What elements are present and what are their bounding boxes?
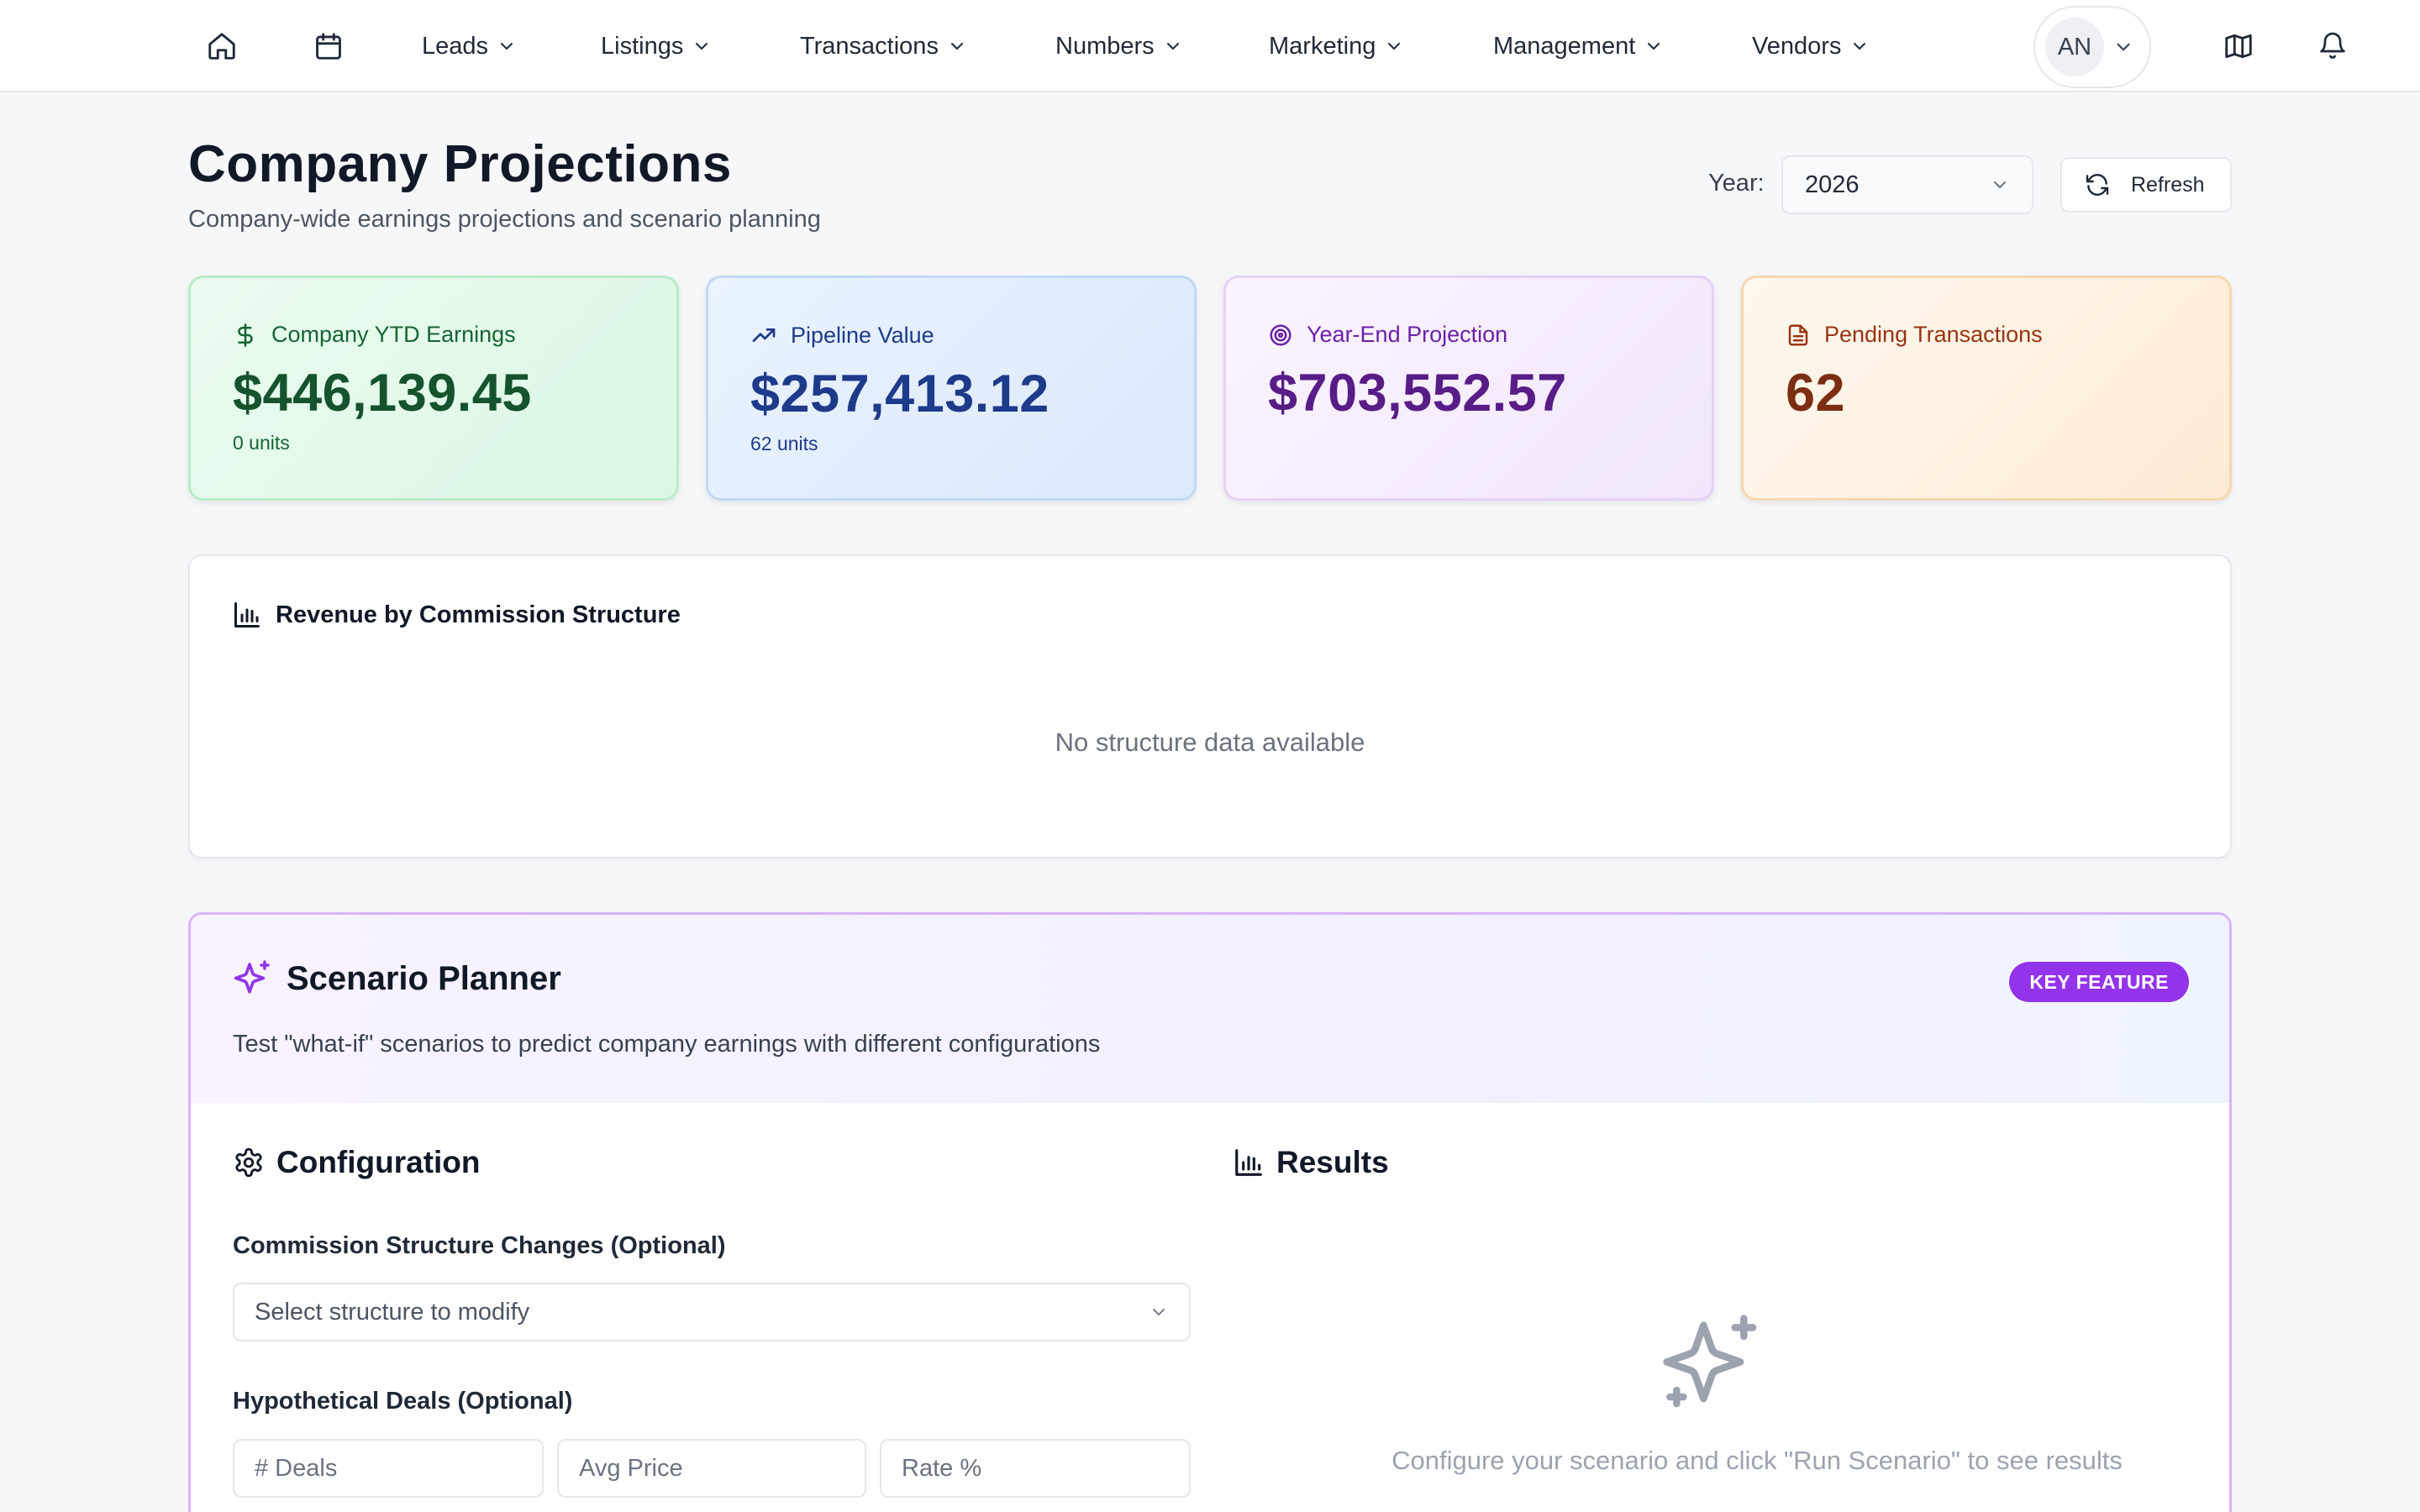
year-label: Year: [1708,170,1765,197]
chevron-down-icon [692,36,712,56]
nav-menu-label: Marketing [1269,32,1376,60]
chevron-down-icon [947,36,967,56]
stat-label: Company YTD Earnings [271,322,516,347]
results-empty-text: Configure your scenario and click "Run S… [1392,1446,2123,1475]
scenario-header: Scenario Planner KEY FEATURE Test "what-… [191,915,2229,1103]
bell-icon [2317,31,2348,61]
chevron-down-icon [497,36,517,56]
map-icon [2223,30,2254,62]
refresh-button[interactable]: Refresh [2060,157,2232,213]
year-select[interactable]: 2026 [1781,155,2033,214]
nav-menu-label: Management [1493,32,1636,60]
stat-value: $446,139.45 [233,364,532,423]
avatar: AN [2045,18,2104,76]
gear-icon [233,1147,265,1179]
structure-select-placeholder: Select structure to modify [255,1298,530,1326]
nav-menu-vendors[interactable]: Vendors [1752,0,1870,92]
page-title: Company Projections [188,135,732,193]
map-button[interactable] [2215,23,2262,70]
stat-value: 62 [1786,364,1846,423]
chevron-down-icon [2112,36,2134,58]
sparkles-icon [1659,1310,1766,1417]
results-label: Results [1276,1145,1389,1179]
stat-sub: 0 units [233,432,290,454]
sparkles-icon [233,958,273,999]
stat-label: Pending Transactions [1824,322,2043,347]
rate-input[interactable] [880,1439,1191,1498]
stat-card-year-end-projection: Year-End Projection $703,552.57 [1223,276,1714,501]
key-feature-badge: KEY FEATURE [2009,962,2189,1002]
chevron-down-icon [1990,175,2010,195]
home-button[interactable] [198,23,245,70]
scenario-description: Test "what-if" scenarios to predict comp… [233,1031,1101,1058]
notifications-button[interactable] [2309,23,2356,70]
chevron-down-icon [1149,1302,1169,1322]
structure-select[interactable]: Select structure to modify [233,1283,1191,1341]
scenario-planner: Scenario Planner KEY FEATURE Test "what-… [188,912,2232,1512]
bar-chart-icon [1233,1147,1265,1179]
nav-menu-management[interactable]: Management [1493,0,1664,92]
configuration-title: Configuration [233,1145,481,1180]
chevron-down-icon [1849,36,1870,56]
year-value: 2026 [1805,171,1860,198]
calendar-icon [313,30,345,62]
dollar-icon [233,323,258,348]
nav-menu-label: Numbers [1055,32,1155,60]
stat-label: Year-End Projection [1307,322,1508,347]
scenario-title: Scenario Planner [287,959,561,997]
deals-count-input[interactable] [233,1439,544,1498]
nav-menu-transactions[interactable]: Transactions [800,0,967,92]
results-title: Results [1233,1145,1389,1180]
stat-value: $703,552.57 [1268,364,1567,423]
stat-card-pipeline-value: Pipeline Value $257,413.12 62 units [706,276,1197,501]
stat-label: Pipeline Value [791,322,934,348]
bar-chart-icon [232,600,262,630]
chevron-down-icon [1163,36,1183,56]
top-nav: Leads Listings Transactions Numbers Mark… [0,0,2420,92]
nav-menu-leads[interactable]: Leads [422,0,517,92]
avg-price-input[interactable] [557,1439,866,1498]
target-icon [1268,323,1293,348]
refresh-icon [2084,171,2111,198]
page-subtitle: Company-wide earnings projections and sc… [188,206,821,233]
nav-menu-label: Listings [601,32,684,60]
nav-menu-label: Leads [422,32,489,60]
refresh-label: Refresh [2131,172,2205,197]
chevron-down-icon [1384,36,1404,56]
nav-menu-label: Vendors [1752,32,1842,60]
stat-card-ytd-earnings: Company YTD Earnings $446,139.45 0 units [188,276,679,501]
nav-menu-marketing[interactable]: Marketing [1269,0,1404,92]
home-icon [206,30,238,62]
revenue-by-structure-panel: Revenue by Commission Structure No struc… [188,554,2232,858]
stat-value: $257,413.12 [750,365,1050,423]
user-menu[interactable]: AN [2033,6,2151,88]
hypothetical-deals-label: Hypothetical Deals (Optional) [233,1388,573,1415]
stat-sub: 62 units [750,433,818,454]
nav-menu-label: Transactions [800,32,939,60]
configuration-label: Configuration [276,1145,481,1179]
empty-state-text: No structure data available [1055,727,1365,757]
nav-menu-listings[interactable]: Listings [601,0,712,92]
trending-up-icon [750,322,777,349]
structure-changes-label: Commission Structure Changes (Optional) [233,1232,726,1259]
nav-menu-numbers[interactable]: Numbers [1055,0,1183,92]
chevron-down-icon [1644,36,1664,56]
file-text-icon [1786,323,1811,348]
panel-title: Revenue by Commission Structure [276,601,681,628]
calendar-button[interactable] [305,23,352,70]
stat-card-pending-transactions: Pending Transactions 62 [1741,276,2232,501]
